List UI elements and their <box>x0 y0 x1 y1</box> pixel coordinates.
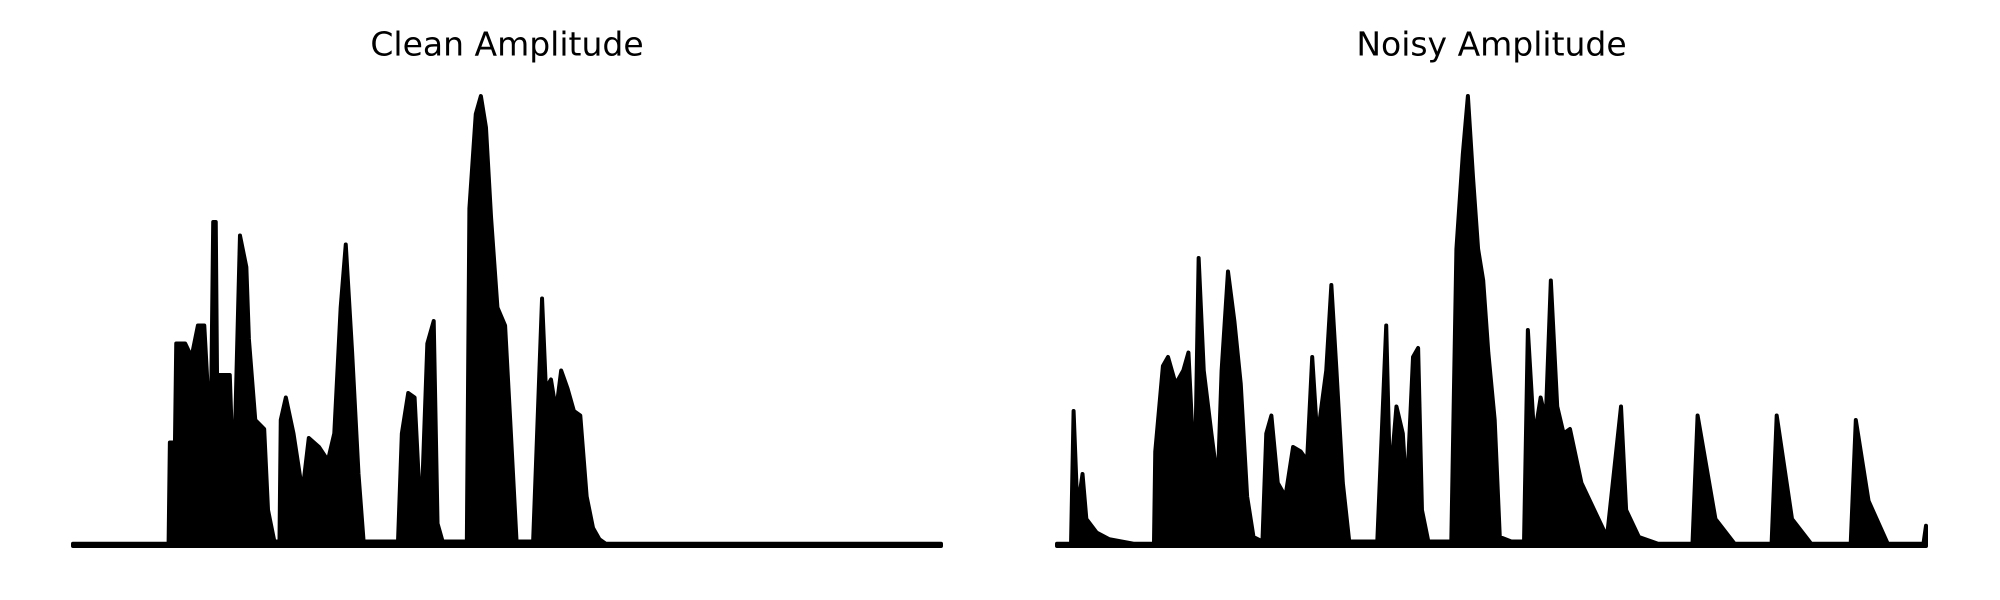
chart-title: Noisy Amplitude <box>1356 25 1626 64</box>
chart-title: Clean Amplitude <box>370 25 643 64</box>
amplitude-area <box>71 94 943 548</box>
amplitude-area <box>1055 94 1928 548</box>
